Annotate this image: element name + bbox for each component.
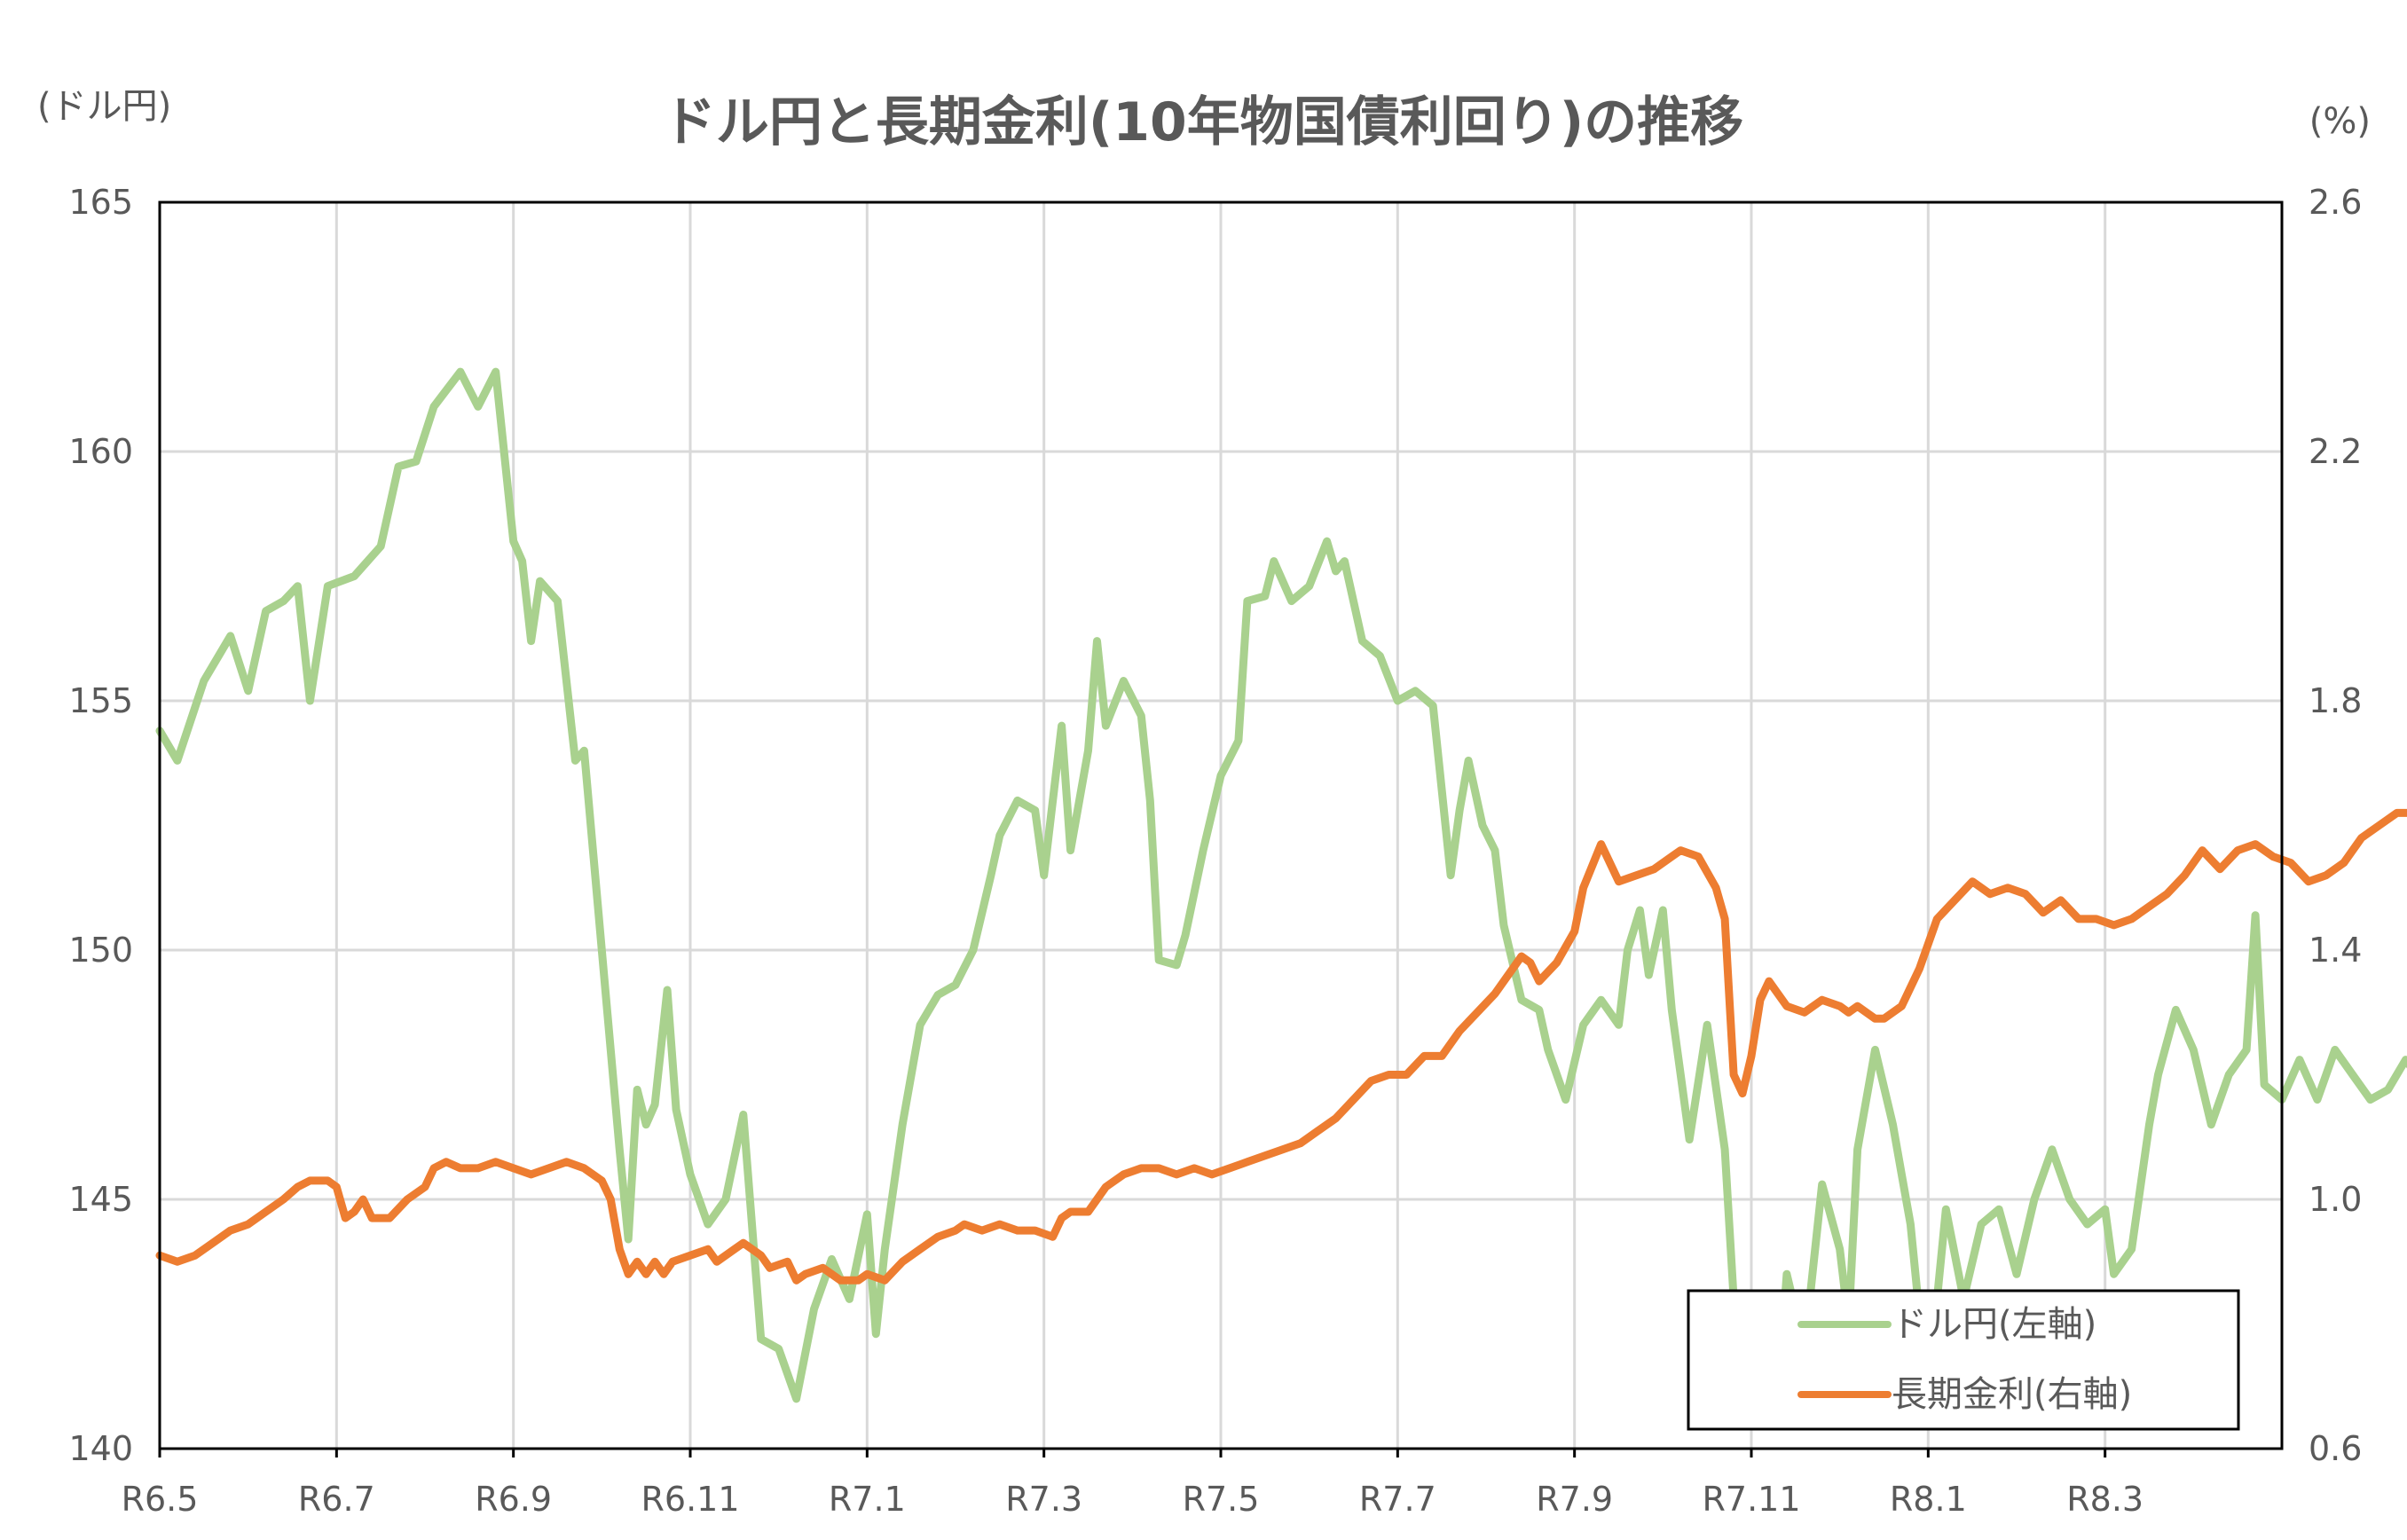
x-tick-6: R7.5 — [1183, 1480, 1260, 1519]
y-right-tick-4: 2.2 — [2309, 432, 2362, 471]
gridlines — [158, 200, 2284, 1450]
y-left-tick-3: 155 — [68, 681, 133, 720]
y-left-tick-4: 160 — [68, 432, 133, 471]
left-axis-unit: (ドル円) — [37, 86, 171, 127]
x-tick-7: R7.7 — [1359, 1480, 1436, 1519]
x-tick-11: R8.3 — [2066, 1480, 2143, 1519]
y-right-tick-5: 2.6 — [2309, 183, 2362, 222]
x-axis-ticks: R6.5 R6.7 R6.9 R6.11 R7.1 R7.3 R7.5 R7.7 R7.9 R7.… — [122, 1449, 2143, 1519]
x-tick-4: R7.1 — [829, 1480, 906, 1519]
x-tick-3: R6.11 — [641, 1480, 739, 1519]
legend-label-yield: 長期金利(右軸) — [1892, 1374, 2132, 1415]
legend-label-usdjpy: ドル円(左軸) — [1892, 1304, 2096, 1345]
y-right-tick-3: 1.8 — [2309, 681, 2362, 720]
legend-box — [1687, 1289, 2240, 1431]
x-tick-10: R8.1 — [1890, 1480, 1967, 1519]
y-left-tick-0: 140 — [68, 1429, 133, 1468]
x-tick-5: R7.3 — [1005, 1480, 1082, 1519]
x-tick-8: R7.9 — [1536, 1480, 1613, 1519]
y-right-tick-1: 1.0 — [2309, 1180, 2362, 1219]
y-left-tick-5: 165 — [68, 183, 133, 222]
right-axis-unit: (%) — [2309, 101, 2371, 142]
series-line-1 — [155, 808, 2407, 1285]
left-axis-ticks: 140 145 150 155 160 165 — [68, 183, 133, 1468]
x-tick-1: R6.7 — [298, 1480, 375, 1519]
legend: ドル円(左軸) 長期金利(右軸) — [1687, 1289, 2240, 1431]
series-line-0 — [155, 367, 2407, 1403]
x-tick-0: R6.5 — [122, 1480, 199, 1519]
chart-title: ドル円と長期金利(10年物国債利回り)の推移 — [663, 91, 1743, 153]
x-tick-9: R7.11 — [1702, 1480, 1800, 1519]
y-left-tick-1: 145 — [68, 1180, 133, 1219]
x-tick-2: R6.9 — [475, 1480, 552, 1519]
y-left-tick-2: 150 — [68, 931, 133, 970]
right-axis-ticks: 0.6 1.0 1.4 1.8 2.2 2.6 — [2309, 183, 2362, 1468]
y-right-tick-0: 0.6 — [2309, 1429, 2362, 1468]
y-right-tick-2: 1.4 — [2309, 931, 2362, 970]
